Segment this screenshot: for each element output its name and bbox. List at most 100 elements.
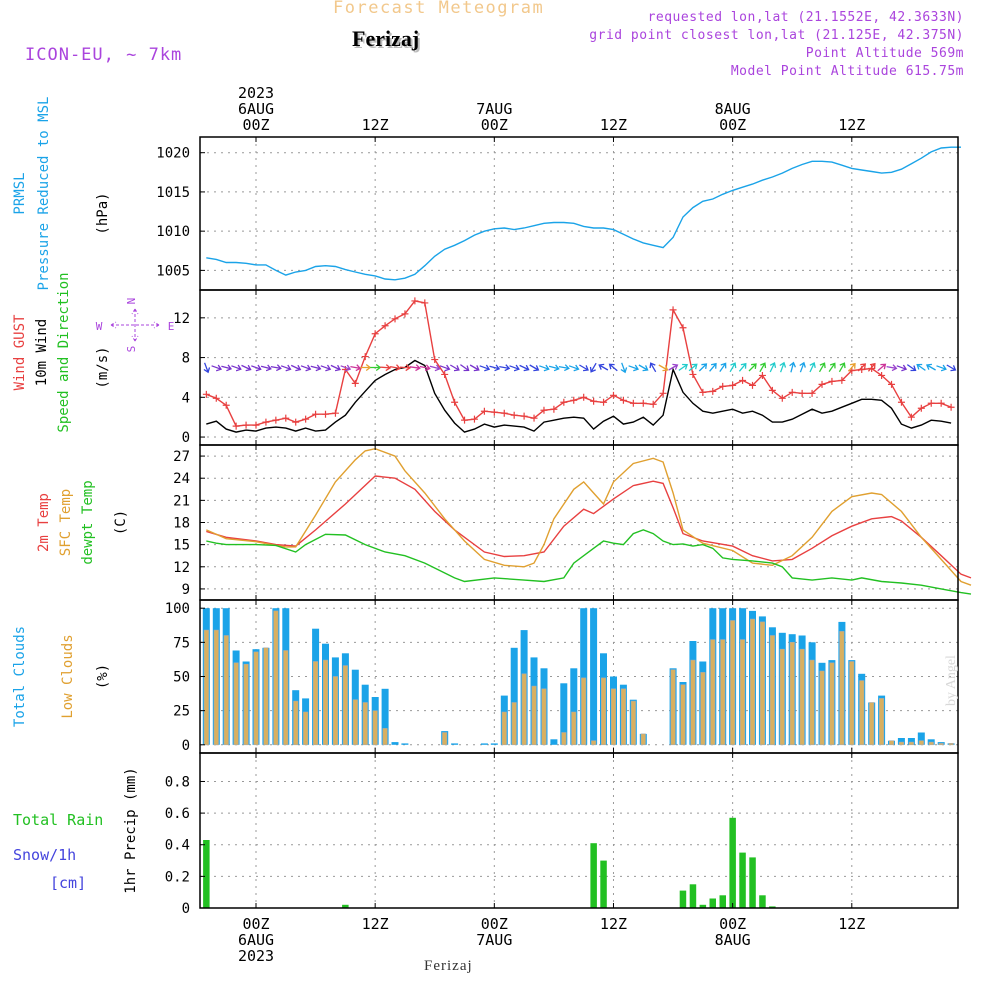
- rain-bar: [203, 840, 210, 908]
- wind-direction-arrow: [389, 364, 401, 372]
- low_clouds-bar: [710, 639, 716, 746]
- watermark: by Angel: [944, 655, 959, 706]
- rain-bar: [759, 895, 766, 908]
- wind-direction-arrow: [828, 362, 836, 372]
- wind-direction-arrow: [620, 362, 628, 374]
- gust-marker: [411, 297, 419, 305]
- rain-bar: [729, 817, 736, 908]
- ytick-label-precip: 0.8: [165, 774, 190, 790]
- low_clouds-bar: [779, 648, 785, 746]
- top-time-label: 12Z: [600, 116, 627, 134]
- low_clouds-bar: [332, 676, 339, 746]
- wind-direction-arrow: [589, 362, 597, 373]
- gust-marker: [540, 406, 548, 414]
- compass-rose: [110, 308, 160, 342]
- gust-marker: [659, 389, 667, 397]
- wind-direction-arrow: [779, 361, 787, 373]
- low_clouds-bar: [223, 635, 229, 746]
- gust-marker: [560, 398, 568, 406]
- requested-coords: requested lon,lat (21.1552E, 42.3633N): [647, 10, 964, 25]
- gust-marker: [272, 416, 280, 424]
- gust-marker: [441, 370, 449, 378]
- product-title: Forecast Meteogram: [333, 0, 545, 18]
- wind-direction-arrow: [638, 364, 649, 372]
- ytick-label-wind: 8: [182, 351, 190, 367]
- panel-frame-precip: [199, 752, 959, 909]
- rain-bar: [749, 857, 756, 908]
- gust-marker: [600, 398, 608, 406]
- closest-coords: grid point closest lon,lat (21.125E, 42.…: [589, 28, 964, 43]
- top-time-label: 00Z: [242, 116, 269, 134]
- low_clouds-bar: [203, 629, 209, 746]
- wind-direction-arrow: [628, 364, 640, 372]
- wind-direction-arrow: [789, 361, 797, 373]
- point-altitude: Point Altitude 569m: [805, 46, 964, 61]
- low_clouds-bar: [819, 670, 825, 746]
- low_clouds-bar: [352, 699, 358, 746]
- wind-direction-arrow: [568, 364, 580, 372]
- low_clouds-bar: [869, 702, 875, 746]
- gust-marker: [778, 394, 786, 402]
- wind-direction-arrow: [668, 363, 679, 371]
- low_clouds-bar: [233, 662, 239, 746]
- low_clouds-bar: [620, 688, 627, 746]
- wind-direction-arrow: [221, 364, 233, 372]
- rain-bar: [590, 843, 597, 908]
- wind-direction-arrow: [738, 362, 747, 372]
- wind-direction-arrow: [469, 364, 480, 372]
- wind-direction-arrow: [419, 364, 431, 372]
- ytick-label-temperature: 24: [173, 471, 190, 487]
- compass-n: N: [125, 298, 138, 305]
- top-time-label: 8AUG: [715, 100, 751, 118]
- gust-marker: [758, 371, 766, 379]
- rain-bar: [739, 852, 746, 908]
- gust-marker: [371, 330, 379, 338]
- wind-direction-arrow: [479, 364, 491, 372]
- gust-marker: [550, 405, 558, 413]
- low_clouds-bar: [948, 743, 954, 746]
- low_clouds-bar: [511, 702, 517, 746]
- wind-direction-arrow: [936, 364, 947, 372]
- ytick-label-pressure: 1020: [156, 146, 190, 162]
- wind-direction-arrow: [838, 362, 846, 373]
- wind-direction-arrow: [529, 364, 540, 372]
- wind-direction-arrow: [925, 363, 936, 371]
- gust-marker: [202, 390, 210, 398]
- wind-direction-arrow: [509, 364, 520, 372]
- rain-bar: [769, 906, 776, 908]
- low_clouds-bar: [561, 732, 567, 746]
- gust-marker: [947, 403, 955, 411]
- ytick-label-precip: 0: [182, 901, 190, 917]
- gust-marker: [470, 415, 478, 423]
- wind-direction-arrow: [399, 364, 411, 372]
- gust-marker: [739, 376, 747, 384]
- ytick-label-precip: 0.2: [165, 869, 190, 885]
- ylabel-wind: Speed and Direction: [56, 272, 72, 432]
- gust-marker: [609, 391, 617, 399]
- wind-direction-arrow: [886, 364, 898, 372]
- wind-direction-arrow: [649, 362, 657, 373]
- ylabel-temperature: SFC Temp: [58, 489, 74, 556]
- ytick-label-pressure: 1010: [156, 224, 190, 240]
- wind-direction-arrow: [848, 362, 856, 372]
- ytick-label-precip: 0.6: [165, 806, 190, 822]
- ylabel-precip: 1hr Precip (mm): [123, 767, 139, 893]
- top-time-label: 12Z: [838, 116, 865, 134]
- side-label-0: Total Rain: [13, 811, 103, 829]
- ytick-label-clouds: 50: [173, 670, 190, 686]
- top-time-label: 00Z: [481, 116, 508, 134]
- ylabel-temperature: dewpt Temp: [80, 480, 96, 564]
- low_clouds-bar: [273, 610, 279, 746]
- gust-marker: [639, 399, 647, 407]
- ytick-label-clouds: 0: [182, 738, 190, 754]
- total_clouds-bar: [917, 732, 925, 745]
- wind-direction-arrow: [916, 363, 926, 371]
- temp2m-line: [206, 475, 972, 579]
- model-label: ICON-EU, ~ 7km: [25, 45, 183, 65]
- wind-direction-arrow: [370, 363, 382, 372]
- low_clouds-bar: [322, 659, 329, 746]
- gust-marker: [510, 411, 518, 419]
- low_clouds-bar: [680, 684, 686, 746]
- gust-marker: [838, 376, 846, 384]
- ytick-label-pressure: 1015: [156, 185, 190, 201]
